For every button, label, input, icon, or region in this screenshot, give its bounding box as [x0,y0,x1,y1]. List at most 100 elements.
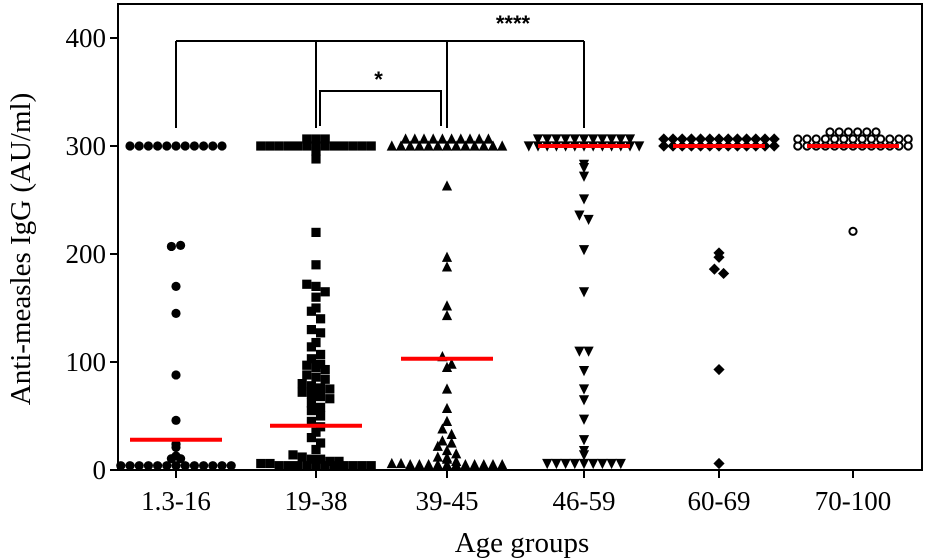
data-point [578,395,590,406]
data-point [551,134,562,145]
data-point [208,461,218,471]
data-point [441,444,453,456]
data-point [176,240,186,250]
data-point [153,461,163,471]
data-point [171,141,181,151]
data-point [876,134,886,144]
data-point [578,194,590,205]
data-point [311,227,321,237]
data-point [569,458,580,470]
data-point [446,133,457,144]
data-point [574,346,585,357]
data-point [226,461,236,471]
data-point [288,450,298,460]
plot-border [117,3,923,471]
data-point [265,458,275,469]
significance-label: **** [496,11,531,36]
data-point [180,141,190,151]
data-point [569,134,580,145]
data-point [306,354,316,364]
data-point [316,314,326,324]
data-point [441,140,453,151]
data-point [143,461,153,471]
data-point [474,133,485,144]
data-point [339,461,349,471]
data-point [311,444,321,455]
data-point [731,133,743,145]
data-point [676,133,688,145]
data-point [578,458,590,470]
x-tick-label: 46-59 [553,486,616,516]
data-point [560,458,571,470]
x-axis: 1.3-16 19-38 39-45 46-59 60-69 70-100 [141,470,891,516]
data-point [820,134,831,144]
data-point [293,141,303,151]
data-point [578,450,590,461]
data-point [162,461,172,471]
data-point [532,134,544,145]
data-point [320,134,330,144]
significance-bracket [319,90,442,126]
data-point [217,141,227,151]
data-point [366,461,376,471]
x-tick-label: 60-69 [688,486,751,516]
data-point [171,442,181,452]
data-point [441,383,453,394]
data-point [578,287,590,298]
data-point [199,461,209,471]
x-tick-label: 70-100 [815,486,892,516]
data-point [437,133,448,144]
group-points [658,133,780,470]
data-point [414,459,425,470]
data-point [578,366,590,377]
data-point [478,459,489,470]
data-point [894,134,904,144]
data-point [460,459,471,470]
data-point [478,140,489,151]
data-point [320,374,330,384]
y-tick-label: 100 [66,347,107,377]
data-point [320,461,330,471]
data-point [606,458,617,470]
data-point [483,133,494,144]
data-point [685,133,697,145]
data-point [171,281,181,291]
data-point [306,433,316,443]
data-point [395,457,407,469]
data-point [560,134,571,145]
data-point [446,428,457,439]
data-point [578,171,590,182]
data-point [768,140,780,152]
data-point [583,214,594,226]
data-point [306,342,316,352]
data-point [414,140,425,151]
x-tick-label: 19-38 [285,486,348,516]
data-point [199,141,209,151]
data-points [116,127,913,471]
data-point [217,461,227,471]
data-point [400,133,411,144]
data-point [306,325,316,335]
data-point [793,134,803,144]
data-point [583,346,594,357]
data-point [597,458,608,470]
data-point [311,281,321,291]
data-point [432,140,443,151]
data-point [171,415,181,425]
data-point [311,292,321,302]
data-point [741,133,753,145]
data-point [606,134,617,145]
data-point [497,140,508,151]
y-tick-label: 200 [66,239,107,269]
data-point [695,133,707,145]
data-point [306,306,316,316]
significance-brackets: ***** [175,11,585,128]
data-point [405,140,416,151]
data-point [811,134,821,144]
data-point [768,133,780,145]
data-point [306,416,316,426]
data-point [166,454,176,464]
data-point [357,141,367,151]
data-point [339,141,349,151]
